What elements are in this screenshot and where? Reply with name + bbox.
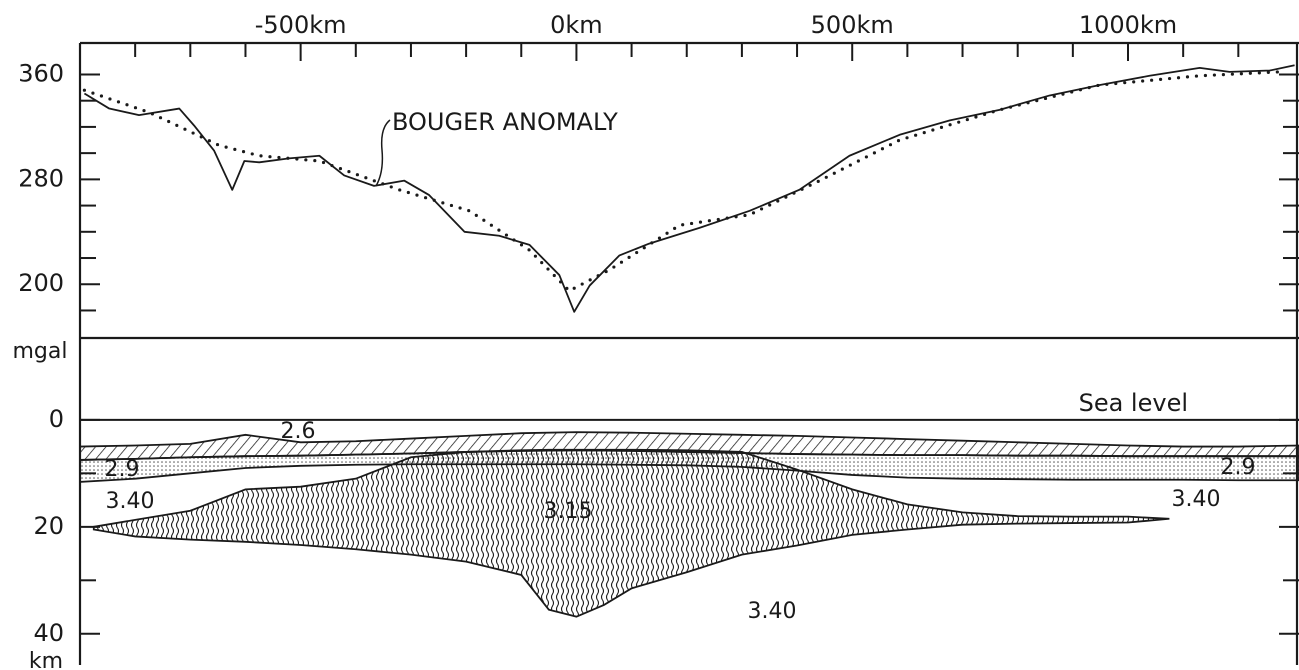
x-tick-label: 500km (811, 11, 894, 39)
gravity-axis-label: mgal (13, 339, 68, 364)
axes (78, 41, 1299, 665)
y-tick-label: 20 (33, 512, 64, 540)
layer-2-6 (79, 431, 1299, 461)
observed-anomaly (83, 64, 1295, 313)
y-tick-label: 360 (18, 59, 64, 87)
section-layers (79, 431, 1299, 624)
y-tick-label: 40 (33, 619, 64, 647)
density-label: 3.15 (544, 499, 593, 524)
density-label: 2.6 (281, 419, 316, 444)
density-label: 3.40 (748, 599, 797, 624)
density-label: 3.40 (1172, 487, 1221, 512)
label-backdrop (1172, 488, 1220, 512)
x-tick-label: -500km (255, 11, 347, 39)
density-label: 2.9 (1221, 455, 1256, 480)
density-label: 2.9 (105, 457, 140, 482)
depth-axis-label: km (29, 649, 63, 670)
sea-level-label: Sea level (1079, 389, 1188, 417)
y-tick-label: 280 (18, 164, 64, 192)
anomaly-annotation: BOUGER ANOMALY (392, 108, 618, 136)
y-tick-label: 0 (49, 405, 64, 433)
computed-anomaly (82, 70, 1282, 293)
y-tick-label: 200 (18, 269, 64, 297)
x-tick-label: 0km (550, 11, 603, 39)
annotation-leader (375, 119, 391, 187)
x-tick-label: 1000km (1079, 11, 1177, 39)
label-backdrop (106, 490, 154, 514)
label-backdrop (748, 600, 796, 624)
density-label: 3.40 (106, 489, 155, 514)
